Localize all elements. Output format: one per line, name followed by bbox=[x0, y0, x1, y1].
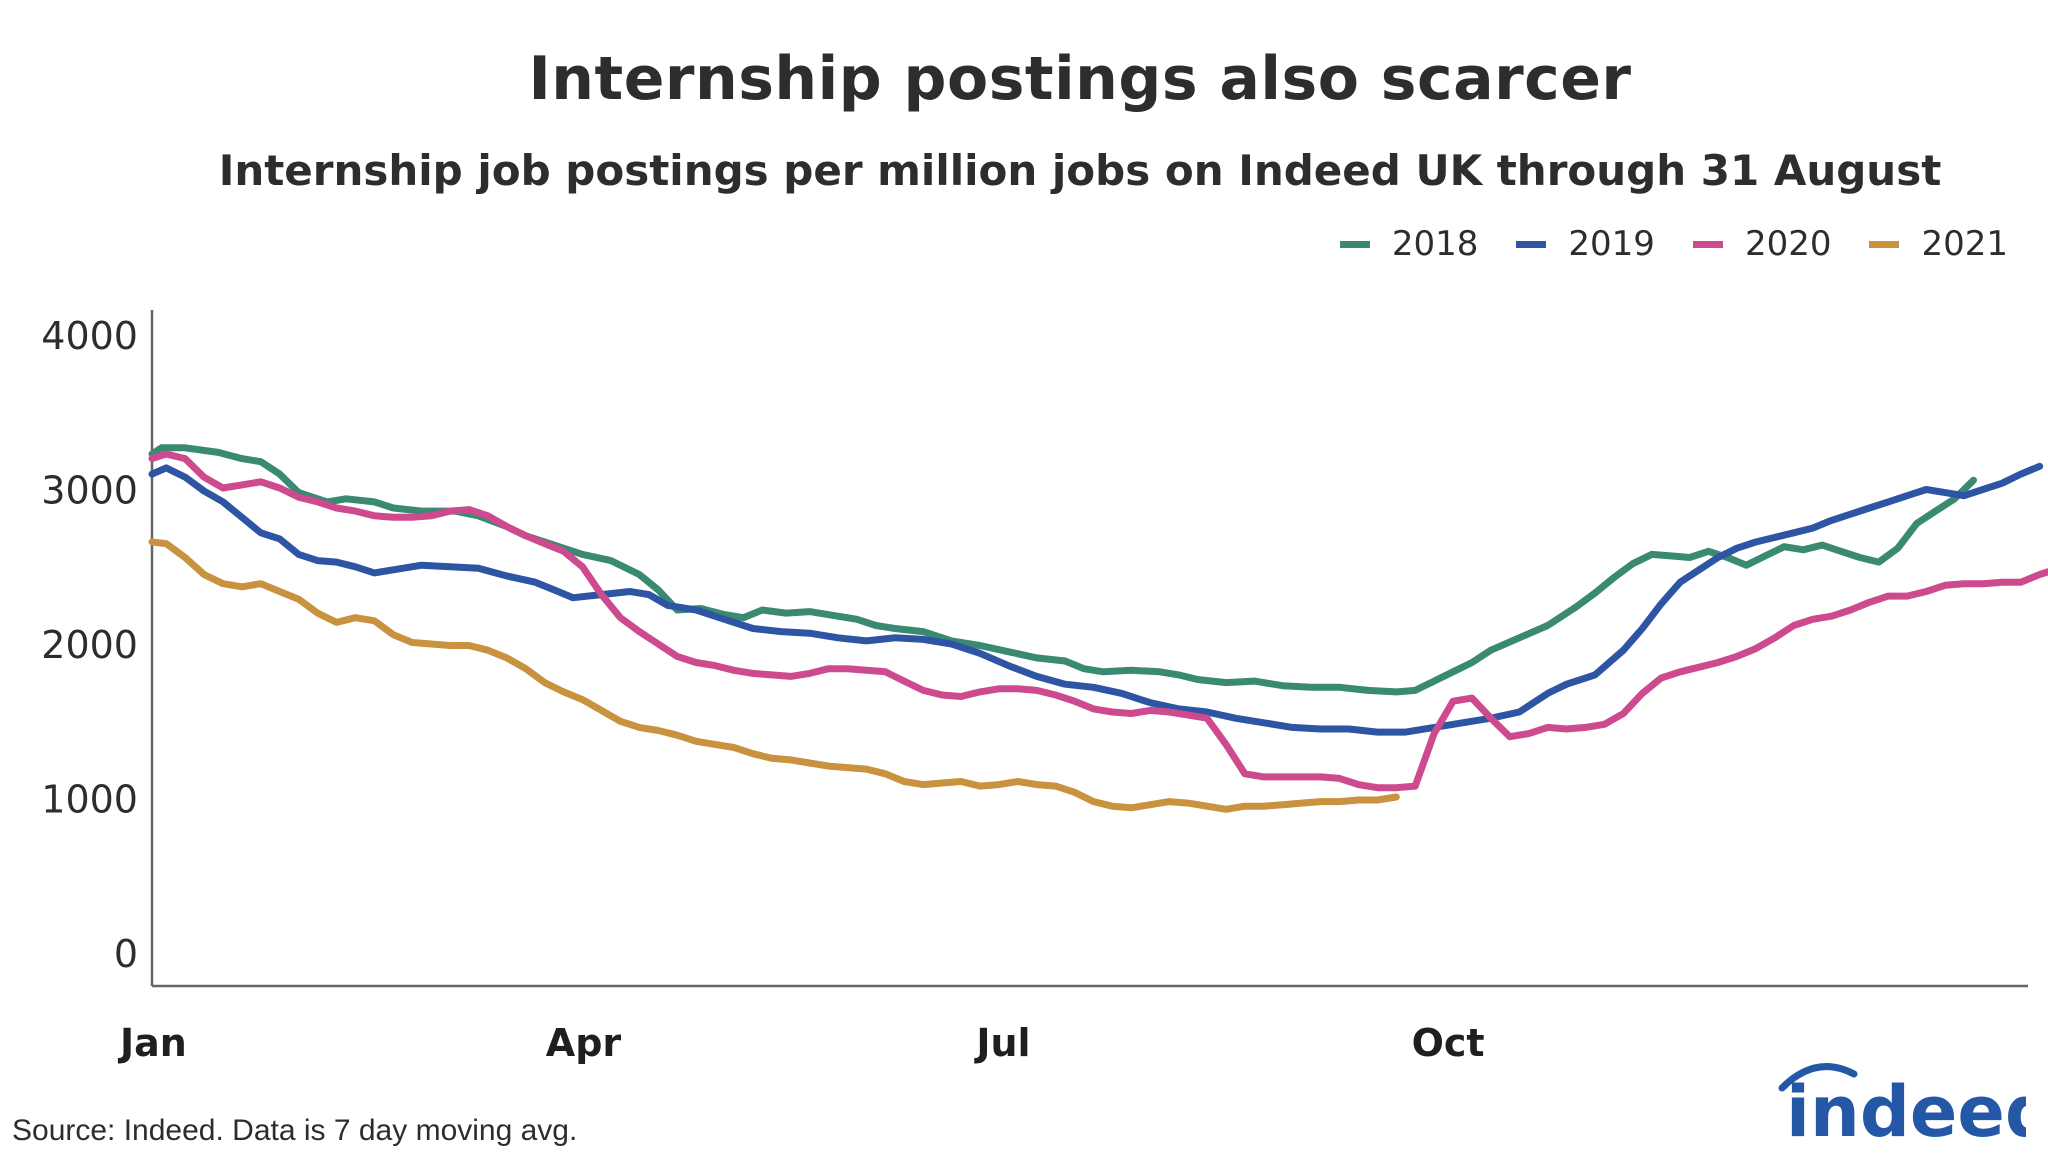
y-tick-label: 2000 bbox=[41, 623, 138, 667]
chart-subtitle: Internship job postings per million jobs… bbox=[218, 146, 1942, 195]
axes: 0 1000 2000 3000 4000 Jan Apr Jul Oct bbox=[41, 310, 2028, 1065]
legend-label: 2021 bbox=[1921, 224, 2008, 264]
legend-swatch bbox=[1692, 240, 1723, 248]
line-chart: 0 1000 2000 3000 4000 Jan Apr Jul Oct bbox=[41, 310, 2048, 1065]
series-lines bbox=[148, 444, 2048, 813]
source-note: Source: Indeed. Data is 7 day moving avg… bbox=[12, 1114, 578, 1147]
legend-item-2020: 2020 bbox=[1692, 224, 1832, 264]
y-tick-label: 3000 bbox=[41, 469, 138, 513]
legend-item-2018: 2018 bbox=[1339, 224, 1479, 264]
x-tick-label: Apr bbox=[546, 1021, 622, 1065]
series-line-2021 bbox=[148, 538, 1400, 813]
series-line-2020 bbox=[148, 450, 2048, 792]
legend-swatch bbox=[1339, 240, 1370, 248]
legend-swatch bbox=[1516, 240, 1547, 248]
legend-label: 2019 bbox=[1568, 224, 1655, 264]
legend-label: 2018 bbox=[1391, 224, 1479, 264]
legend-swatch bbox=[1869, 240, 1900, 248]
chart-legend: 2018 2019 2020 2021 bbox=[1302, 224, 2008, 264]
series-line-2019 bbox=[148, 462, 2044, 736]
indeed-logo: indeed bbox=[1778, 1063, 2026, 1148]
y-tick-label: 4000 bbox=[41, 314, 138, 358]
y-tick-label: 0 bbox=[114, 932, 138, 976]
x-tick-label: Jul bbox=[973, 1021, 1030, 1065]
legend-item-2021: 2021 bbox=[1869, 224, 2008, 264]
x-tick-label: Oct bbox=[1412, 1021, 1485, 1065]
y-tick-label: 1000 bbox=[41, 778, 138, 822]
logo-wordmark: indeed bbox=[1786, 1071, 2026, 1148]
legend-label: 2020 bbox=[1744, 224, 1832, 264]
legend-item-2019: 2019 bbox=[1516, 224, 1655, 264]
x-tick-label: Jan bbox=[117, 1021, 187, 1065]
logo-arc bbox=[1778, 1063, 1858, 1092]
chart-title: Internship postings also scarcer bbox=[528, 44, 1632, 114]
